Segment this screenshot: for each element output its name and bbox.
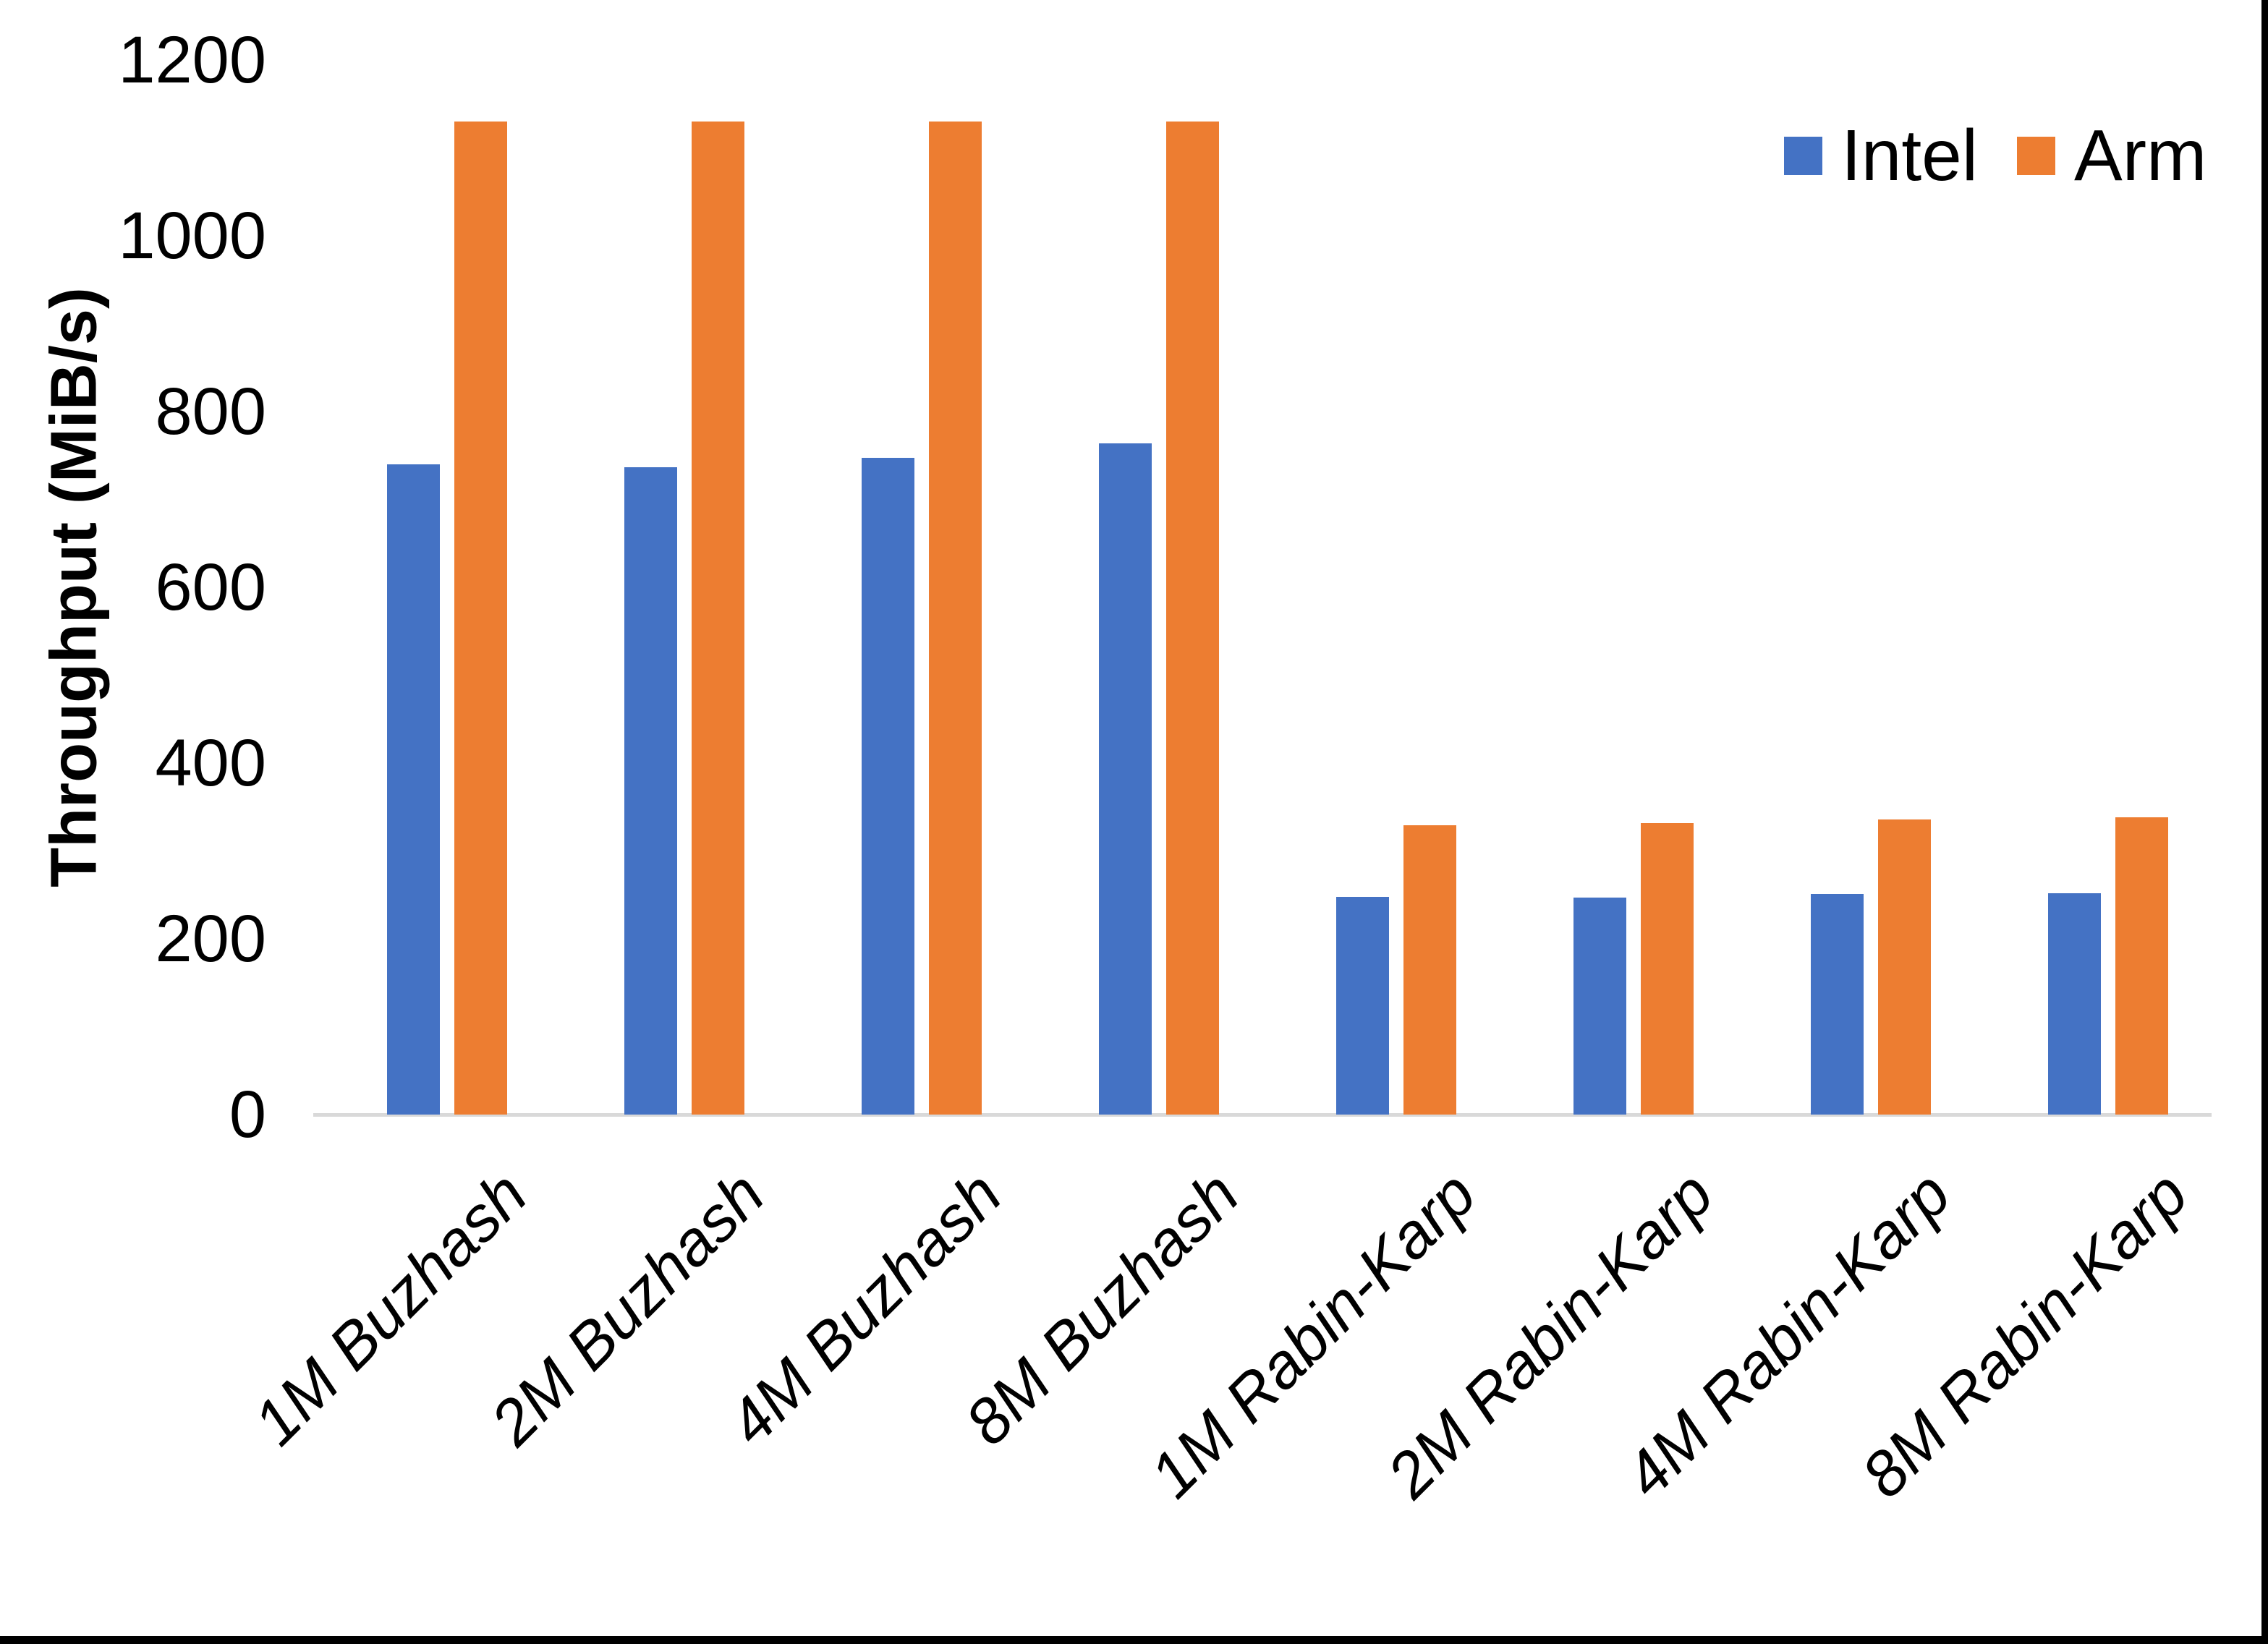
- y-tick-label-400: 400: [155, 726, 267, 800]
- y-tick-label-1000: 1000: [118, 199, 266, 273]
- legend-swatch-intel: [1784, 136, 1822, 175]
- bar-arm-4m-buzhash: [929, 122, 982, 1115]
- bar-intel-4m-rabin-karp: [1811, 894, 1864, 1115]
- legend-item-arm: Arm: [2017, 116, 2207, 195]
- legend-label-intel: Intel: [1841, 115, 1979, 196]
- bar-arm-2m-rabin-karp: [1641, 823, 1694, 1115]
- screen-edge-border-right: [2261, 0, 2268, 1644]
- legend-swatch-arm: [2017, 136, 2055, 175]
- bar-arm-8m-buzhash: [1166, 122, 1219, 1115]
- bar-intel-8m-rabin-karp: [2048, 893, 2101, 1115]
- legend-label-arm: Arm: [2074, 115, 2207, 196]
- y-tick-label-1200: 1200: [118, 23, 266, 97]
- bar-arm-8m-rabin-karp: [2115, 817, 2168, 1115]
- bar-intel-8m-buzhash: [1099, 443, 1152, 1115]
- bar-arm-1m-rabin-karp: [1403, 825, 1456, 1115]
- y-tick-label-800: 800: [155, 375, 267, 448]
- bar-arm-1m-buzhash: [454, 122, 507, 1115]
- bar-arm-4m-rabin-karp: [1878, 819, 1931, 1115]
- screen-edge-border-bottom: [0, 1636, 2268, 1644]
- bar-intel-4m-buzhash: [862, 458, 914, 1115]
- legend-item-intel: Intel: [1784, 116, 1978, 195]
- y-tick-label-200: 200: [155, 902, 267, 976]
- bar-arm-2m-buzhash: [692, 122, 744, 1115]
- bar-intel-1m-buzhash: [387, 464, 440, 1115]
- bar-intel-1m-rabin-karp: [1336, 897, 1389, 1115]
- y-tick-label-0: 0: [229, 1078, 266, 1151]
- y-tick-label-600: 600: [155, 550, 267, 624]
- bar-intel-2m-rabin-karp: [1573, 898, 1626, 1115]
- x-axis-line: [313, 1113, 2212, 1117]
- bar-intel-2m-buzhash: [624, 467, 677, 1115]
